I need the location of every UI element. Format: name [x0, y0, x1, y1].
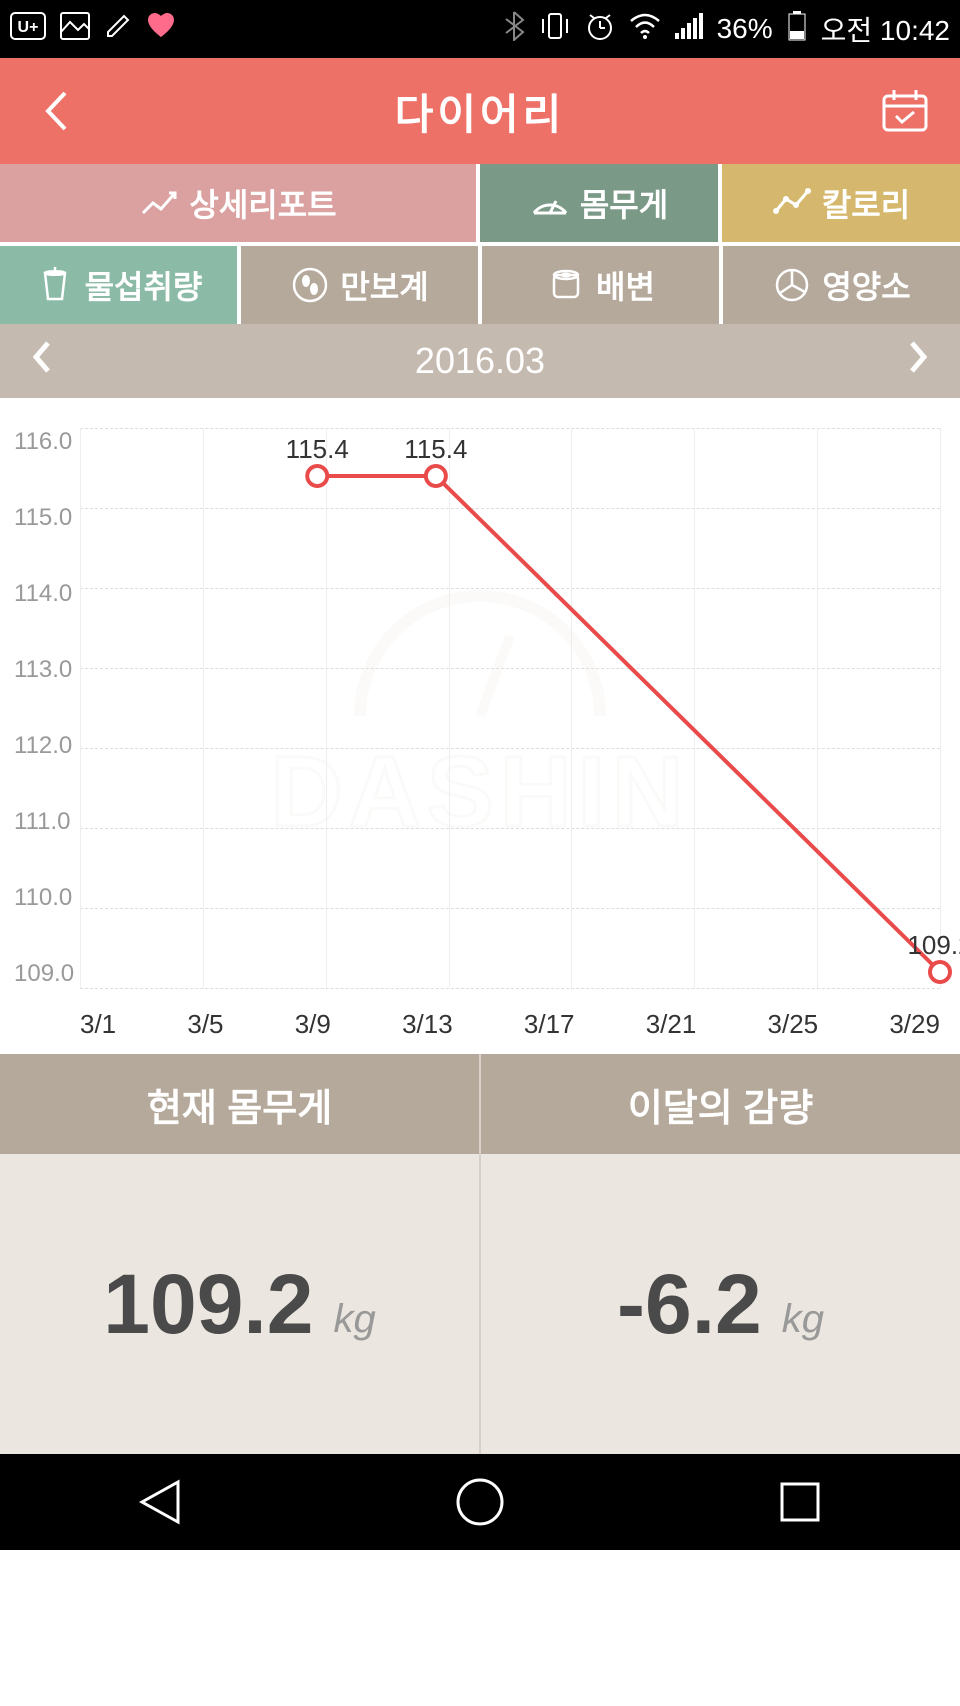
nav-home-button[interactable] — [450, 1472, 510, 1532]
current-weight-panel: 현재 몸무게 109.2 kg — [0, 1054, 481, 1454]
next-month-button[interactable] — [908, 336, 930, 386]
y-tick-label: 111.0 — [14, 808, 74, 836]
y-tick-label: 113.0 — [14, 656, 74, 684]
x-tick-label: 3/29 — [889, 1009, 940, 1040]
current-weight-label: 현재 몸무게 — [0, 1054, 479, 1154]
vibrate-icon — [539, 11, 571, 48]
app-header: 다이어리 — [0, 58, 960, 164]
x-tick-label: 3/21 — [646, 1009, 697, 1040]
signal-icon — [675, 13, 703, 46]
data-point-label: 109.2 — [907, 930, 960, 961]
tab-label: 만보계 — [340, 262, 428, 308]
monthly-loss-panel: 이달의 감량 -6.2 kg — [481, 1054, 960, 1454]
y-tick-label: 109.0 — [14, 960, 74, 988]
battery-percent: 36% — [717, 13, 773, 45]
current-weight-body: 109.2 kg — [0, 1154, 479, 1454]
y-tick-label: 116.0 — [14, 428, 74, 456]
tab-detailed-report[interactable]: 상세리포트 — [0, 164, 476, 242]
plot-area: 115.4115.4109.2 — [80, 428, 940, 988]
x-tick-label: 3/17 — [524, 1009, 575, 1040]
tab-water[interactable]: 물섭취량 — [0, 246, 237, 324]
nav-recent-button[interactable] — [770, 1472, 830, 1532]
tab-pedometer[interactable]: 만보계 — [241, 246, 478, 324]
tab-label: 배변 — [596, 262, 655, 308]
calendar-button[interactable] — [880, 86, 930, 136]
data-point-label: 115.4 — [404, 434, 467, 465]
report-icon — [139, 183, 179, 223]
tab-label: 물섭취량 — [85, 262, 203, 308]
carrier-icon: U+ — [10, 12, 46, 47]
toilet-paper-icon — [546, 265, 586, 305]
status-bar: U+ 36% 오전 10:42 — [0, 0, 960, 58]
nav-back-button[interactable] — [130, 1472, 190, 1532]
pencil-icon — [104, 12, 132, 47]
status-right: 36% 오전 10:42 — [503, 9, 950, 49]
tab-weight[interactable]: 몸무게 — [480, 164, 718, 242]
tab-label: 몸무게 — [580, 180, 668, 226]
y-tick-label: 110.0 — [14, 884, 74, 912]
tab-nutrient[interactable]: 영양소 — [723, 246, 960, 324]
x-axis: 3/1 3/5 3/9 3/13 3/17 3/21 3/25 3/29 — [80, 1009, 940, 1040]
stats-panel: 현재 몸무게 109.2 kg 이달의 감량 -6.2 kg — [0, 1054, 960, 1454]
alarm-icon — [585, 11, 615, 48]
weight-chart: 116.0 115.0 114.0 113.0 112.0 111.0 110.0 109.0… — [0, 398, 960, 1054]
y-tick-label: 112.0 — [14, 732, 74, 760]
monthly-loss-value: -6.2 — [617, 1256, 762, 1353]
cup-icon — [35, 265, 75, 305]
x-tick-label: 3/13 — [402, 1009, 453, 1040]
chart-icon — [772, 183, 812, 223]
data-point-label: 115.4 — [286, 434, 349, 465]
android-nav-bar — [0, 1454, 960, 1550]
prev-month-button[interactable] — [30, 336, 52, 386]
pie-icon — [772, 265, 812, 305]
y-tick-label: 115.0 — [14, 504, 74, 532]
steps-icon — [290, 265, 330, 305]
tabs-row-2: 물섭취량 만보계 배변 영양소 — [0, 246, 960, 324]
x-tick-label: 3/9 — [295, 1009, 331, 1040]
monthly-loss-body: -6.2 kg — [481, 1154, 960, 1454]
current-weight-unit: kg — [333, 1297, 375, 1342]
status-left: U+ — [10, 12, 176, 47]
tab-calorie[interactable]: 칼로리 — [722, 164, 960, 242]
x-tick-label: 3/1 — [80, 1009, 116, 1040]
svg-text:U+: U+ — [18, 19, 39, 36]
monthly-loss-unit: kg — [782, 1297, 824, 1342]
clock-text: 오전 10:42 — [821, 9, 950, 49]
y-tick-label: 114.0 — [14, 580, 74, 608]
tabs-row-1: 상세리포트 몸무게 칼로리 — [0, 164, 960, 242]
x-tick-label: 3/5 — [187, 1009, 223, 1040]
date-navigator: 2016.03 — [0, 324, 960, 398]
x-tick-label: 3/25 — [768, 1009, 819, 1040]
y-axis: 116.0 115.0 114.0 113.0 112.0 111.0 110.0 109.0 — [14, 428, 74, 988]
tab-label: 영양소 — [822, 262, 910, 308]
battery-icon — [787, 11, 807, 48]
scale-icon — [530, 183, 570, 223]
tab-label: 칼로리 — [822, 180, 910, 226]
bluetooth-icon — [503, 11, 525, 48]
wifi-icon — [629, 13, 661, 46]
current-weight-value: 109.2 — [103, 1256, 313, 1353]
monthly-loss-label: 이달의 감량 — [481, 1054, 960, 1154]
tab-bowel[interactable]: 배변 — [482, 246, 719, 324]
tab-label: 상세리포트 — [189, 180, 336, 226]
back-button[interactable] — [30, 86, 80, 136]
page-title: 다이어리 — [80, 81, 880, 142]
period-label: 2016.03 — [415, 340, 545, 382]
heart-icon — [146, 12, 176, 47]
gallery-icon — [60, 12, 90, 47]
